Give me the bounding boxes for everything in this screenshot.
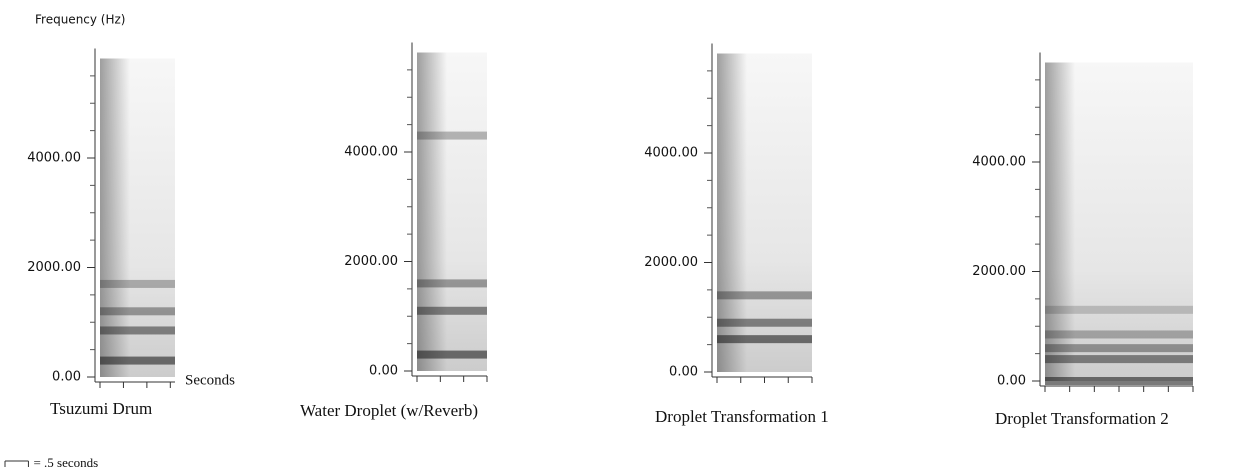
spectral-band: [717, 335, 812, 344]
panel-caption: Droplet Transformation 2: [995, 409, 1169, 428]
spectral-band: [100, 356, 175, 365]
onset: [100, 58, 130, 377]
y-tick-label: 0.00: [997, 374, 1026, 389]
spectral-band: [1045, 330, 1193, 339]
spectral-band: [1045, 305, 1193, 314]
panel-caption: Water Droplet (w/Reverb): [300, 401, 478, 420]
onset: [1045, 62, 1075, 381]
y-tick-label: 2000.00: [644, 255, 698, 270]
spectral-band: [417, 306, 487, 315]
spectral-band: [1045, 377, 1193, 385]
spectral-band: [417, 131, 487, 140]
y-tick-label: 0.00: [52, 370, 81, 385]
y-tick-label: 4000.00: [344, 145, 398, 160]
y-tick-label: 0.00: [369, 364, 398, 379]
spectral-band: [100, 279, 175, 288]
spectral-band: [417, 350, 487, 359]
y-tick-label: 2000.00: [344, 254, 398, 269]
y-tick-label: 2000.00: [972, 264, 1026, 279]
y-tick-label: 4000.00: [644, 146, 698, 161]
x-axis-label: Seconds: [185, 372, 235, 388]
y-tick-label: 4000.00: [972, 155, 1026, 170]
onset: [417, 52, 447, 371]
panel-caption: Tsuzumi Drum: [50, 399, 152, 418]
spectral-band: [100, 307, 175, 316]
y-tick-label: 0.00: [669, 365, 698, 380]
y-tick-label: 2000.00: [27, 260, 81, 275]
spectral-band: [417, 279, 487, 288]
spectral-band: [717, 291, 812, 300]
panel-caption: Droplet Transformation 1: [655, 407, 829, 426]
spectral-band: [100, 326, 175, 335]
y-axis-label: Frequency (Hz): [35, 13, 126, 27]
spectral-band: [717, 318, 812, 327]
spectral-band: [1045, 355, 1193, 364]
y-tick-label: 4000.00: [27, 151, 81, 166]
scale-note: = .5 seconds: [33, 455, 98, 470]
spectral-band: [1045, 344, 1193, 353]
